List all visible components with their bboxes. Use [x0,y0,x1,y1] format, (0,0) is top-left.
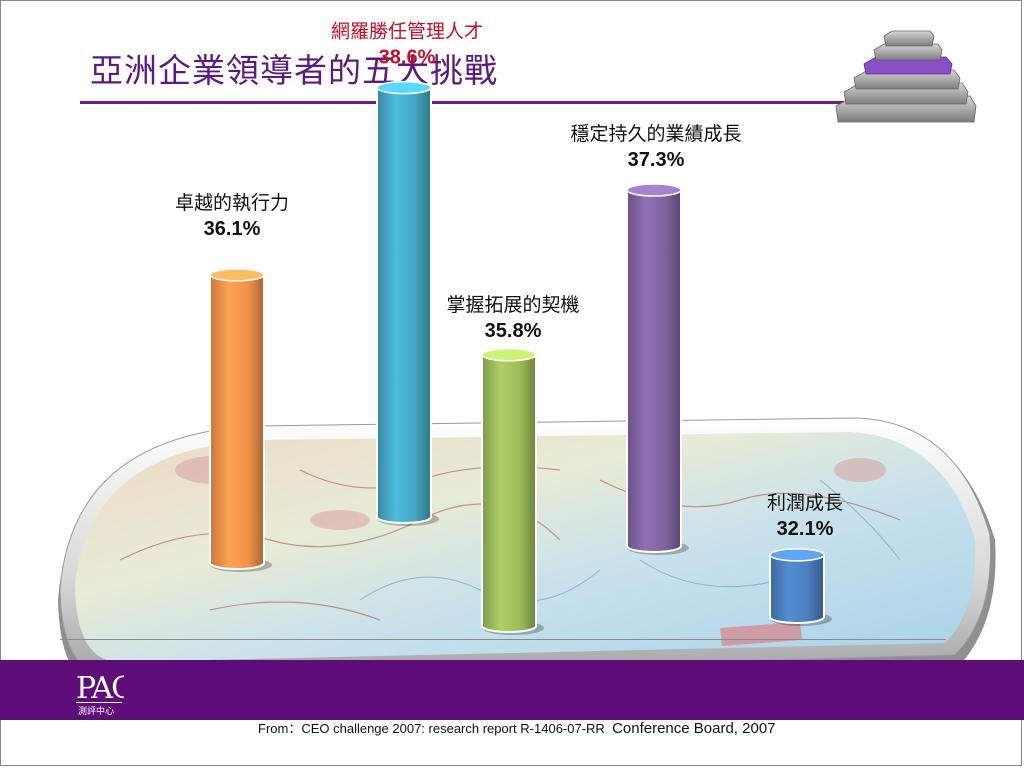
bar-cap [769,548,825,562]
bar-2 [376,80,439,526]
source-suffix: Conference Board, 2007 [612,720,776,737]
source-citation: From：CEO challenge 2007: research report… [258,718,776,737]
page-title: 亞洲企業領導者的五大挑戰 [90,51,498,90]
bar-body [376,86,432,524]
bar-cap [209,268,265,282]
category-label: 卓越的執行力 [175,192,289,214]
bar-cap [481,348,537,362]
bar-body [481,353,537,633]
bar-1 [209,268,272,572]
source-prefix: From：CEO challenge 2007: research report… [258,721,605,736]
pac-logo-subtext: 測評中心 [78,705,114,716]
value-label: 35.8% [485,320,542,342]
bar-4 [626,183,689,555]
pac-logo-text: PAC [76,671,124,706]
bar-5 [769,548,832,626]
value-label: 38.6% [379,47,436,69]
value-label: 32.1% [777,518,834,540]
footer-divider [60,639,946,640]
bar-body [626,189,682,553]
value-label: 37.3% [628,149,685,171]
stacked-steps-icon [835,30,977,123]
title-underline [80,101,850,104]
bar-body [209,273,265,570]
bar-cap [626,183,682,197]
category-label: 網羅勝任管理人才 [331,21,483,43]
footer-band [0,660,1024,720]
category-label: 穩定持久的業績成長 [570,123,741,145]
bar-body [769,553,825,624]
category-label: 利潤成長 [767,492,843,514]
bar-3 [481,348,544,635]
category-label: 掌握拓展的契機 [446,294,579,316]
value-label: 36.1% [204,218,261,240]
bar-cap [376,80,432,95]
pac-logo: PAC 測評中心 [76,671,124,716]
